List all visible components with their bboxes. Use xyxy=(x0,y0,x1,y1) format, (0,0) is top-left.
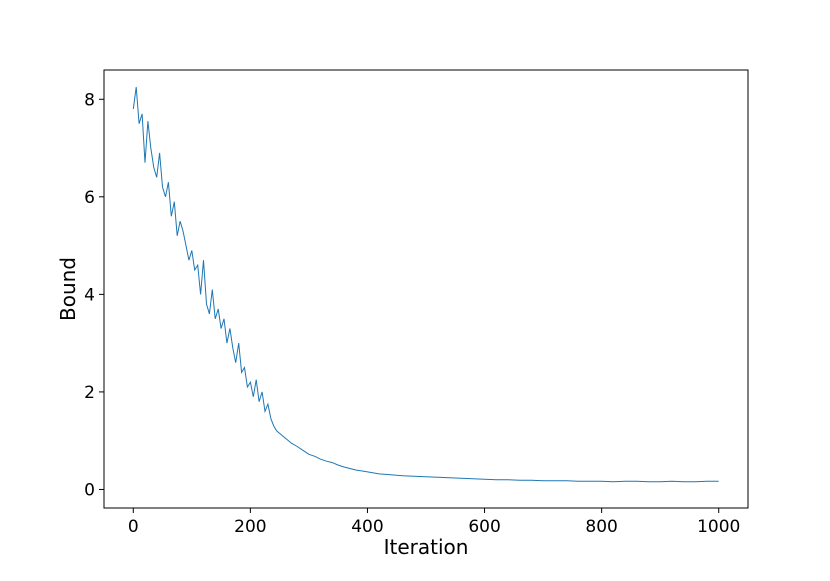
x-tick-label: 1000 xyxy=(697,517,740,537)
x-tick-label: 800 xyxy=(585,517,617,537)
y-axis-label: Bound xyxy=(56,257,80,321)
y-tick-label: 0 xyxy=(84,480,95,500)
x-tick-label: 0 xyxy=(128,517,139,537)
plot-frame xyxy=(103,69,749,509)
x-tick-label: 200 xyxy=(234,517,266,537)
y-tick-label: 8 xyxy=(84,90,95,110)
y-tick-label: 6 xyxy=(84,188,95,208)
x-axis-label: Iteration xyxy=(384,535,469,559)
series-line-0 xyxy=(132,87,719,483)
x-tick-label: 600 xyxy=(468,517,500,537)
y-tick-label: 4 xyxy=(84,285,95,305)
x-tick-label: 400 xyxy=(351,517,383,537)
y-tick-label: 2 xyxy=(84,383,95,403)
